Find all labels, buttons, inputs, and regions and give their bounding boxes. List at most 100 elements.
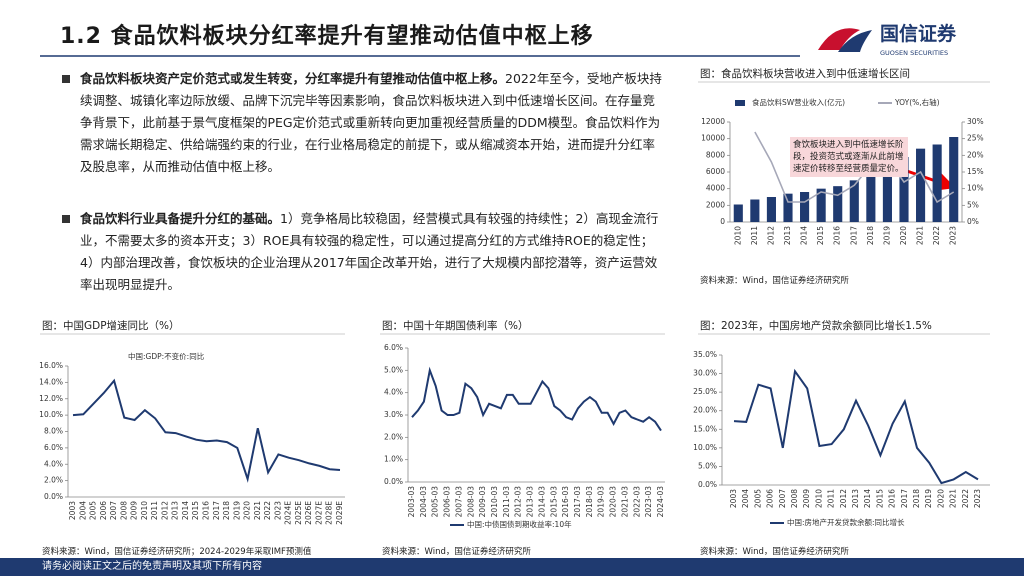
bar <box>916 148 926 222</box>
chart-source: 资料来源：Wind，国信证券经济研究所 <box>382 547 531 557</box>
x-tick-label: 2008 <box>790 489 799 508</box>
x-tick-label: 2004-03 <box>419 486 428 518</box>
x-tick-label: 2023-03 <box>644 486 653 518</box>
x-tick-label: 2011 <box>150 501 159 520</box>
x-tick-label: 2020-03 <box>609 486 618 518</box>
y-tick-label: 6.0% <box>44 443 63 452</box>
bar <box>816 188 826 222</box>
y-tick-label: 5.0% <box>698 461 717 470</box>
x-tick-label: 2004 <box>78 501 87 520</box>
y-tick-label: 16.0% <box>39 361 63 370</box>
footer: 请务必阅读正文之后的免责声明及其项下所有内容 <box>0 558 1024 576</box>
line-series <box>754 131 955 204</box>
legend-label: 中国:房地产开发贷款余额:同比增长 <box>787 517 905 527</box>
x-tick-label: 2016-03 <box>561 486 570 518</box>
y-tick-label: 5% <box>967 200 979 209</box>
bar <box>866 172 876 222</box>
x-tick-label: 2020 <box>243 501 252 520</box>
bar <box>800 192 810 222</box>
x-tick-label: 2011 <box>827 489 836 508</box>
bullet-lead: 食品饮料板块资产定价范式或发生转变，分红率提升有望推动估值中枢上移。 <box>80 71 506 86</box>
bar <box>783 193 793 222</box>
chart-source: 资料来源：Wind，国信证券经济研究所 <box>700 276 849 286</box>
y-tick-label: 12000 <box>701 117 725 126</box>
x-tick-label: 2015 <box>875 489 884 508</box>
bar <box>899 157 909 222</box>
y-tick-label: 12.0% <box>39 394 63 403</box>
x-tick-label: 2017 <box>900 489 909 508</box>
x-tick-label: 2008-03 <box>466 486 475 518</box>
x-tick-label: 2011 <box>750 226 759 245</box>
x-tick-label: 2021 <box>253 501 262 520</box>
bar <box>833 186 843 222</box>
y-tick-label: 4000 <box>706 184 725 193</box>
x-tick-label: 2014 <box>863 489 872 508</box>
x-tick-label: 2009 <box>130 501 139 520</box>
x-tick-label: 2021-03 <box>620 486 629 518</box>
x-tick-label: 2007 <box>778 489 787 508</box>
y-tick-label: 2.0% <box>384 432 403 441</box>
x-tick-label: 2027E <box>314 501 323 525</box>
x-tick-label: 2007 <box>109 501 118 520</box>
y-tick-label: 30% <box>967 117 984 126</box>
x-tick-label: 2010 <box>733 226 742 245</box>
bullet-text: 2022年至今，受地产板块持续调整、城镇化率边际放缓、品牌下沉完毕等因素影响，食… <box>80 71 662 174</box>
legend-label: 食品饮料SW营业收入(亿元) <box>752 97 845 107</box>
x-tick-label: 2014 <box>181 501 190 520</box>
x-tick-label: 2008 <box>119 501 128 520</box>
y-tick-label: 0.0% <box>44 492 63 501</box>
x-tick-label: 2016 <box>888 489 897 508</box>
x-tick-label: 2003-03 <box>407 486 416 518</box>
x-tick-label: 2022 <box>961 489 970 508</box>
x-tick-label: 2023 <box>973 489 982 508</box>
x-tick-label: 2017 <box>212 501 221 520</box>
x-tick-label: 2022 <box>263 501 272 520</box>
y-tick-label: 6.0% <box>384 343 403 352</box>
x-tick-label: 2006 <box>99 501 108 520</box>
x-tick-label: 2014-03 <box>537 486 546 518</box>
line-series <box>411 366 662 432</box>
y-tick-label: 4.0% <box>44 459 63 468</box>
x-tick-label: 2013 <box>783 226 792 245</box>
bar <box>750 199 760 222</box>
x-tick-label: 2016 <box>202 501 211 520</box>
y-tick-label: 0% <box>967 217 979 226</box>
y-tick-label: 10% <box>967 184 984 193</box>
x-tick-label: 2016 <box>833 226 842 245</box>
x-tick-label: 2003 <box>68 501 77 520</box>
x-tick-label: 2009-03 <box>478 486 487 518</box>
x-tick-label: 2024E <box>284 501 293 525</box>
y-tick-label: 6000 <box>706 167 725 176</box>
x-tick-label: 2013-03 <box>526 486 535 518</box>
y-tick-label: 10.0% <box>693 443 717 452</box>
y-tick-label: 25% <box>967 134 984 143</box>
y-tick-label: 20% <box>967 150 984 159</box>
bar <box>733 204 743 222</box>
x-tick-label: 2019 <box>232 501 241 520</box>
x-tick-label: 2012 <box>160 501 169 520</box>
y-tick-label: 3.0% <box>384 410 403 419</box>
x-tick-label: 2023 <box>949 226 958 245</box>
chart-title: 图：食品饮料板块营收进入到中低速增长区间 <box>700 68 910 80</box>
bullet-text: 1）竞争格局比较稳固，经营模式具有较强的持续性；2）高现金流行业，不需要太多的资… <box>80 211 659 292</box>
logo-sub: GUOSEN SECURITIES <box>880 49 948 57</box>
chart-title: 图：2023年，中国房地产贷款余额同比增长1.5% <box>700 320 932 332</box>
legend-label: YOY(%,右轴) <box>894 97 940 107</box>
chart-title: 图：中国十年期国债利率（%） <box>382 320 529 332</box>
legend-swatch <box>735 100 745 106</box>
x-tick-label: 2005 <box>89 501 98 520</box>
y-tick-label: 20.0% <box>693 406 717 415</box>
x-tick-label: 2012 <box>839 489 848 508</box>
y-tick-label: 0.0% <box>698 480 717 489</box>
x-tick-label: 2018 <box>222 501 231 520</box>
annotation-arrow <box>903 168 956 191</box>
x-tick-label: 2010 <box>814 489 823 508</box>
x-tick-label: 2010-03 <box>490 486 499 518</box>
x-tick-label: 2009 <box>802 489 811 508</box>
x-tick-label: 2018-03 <box>585 486 594 518</box>
x-tick-label: 2021 <box>916 226 925 245</box>
x-tick-label: 2022 <box>932 226 941 245</box>
bar <box>849 180 859 222</box>
